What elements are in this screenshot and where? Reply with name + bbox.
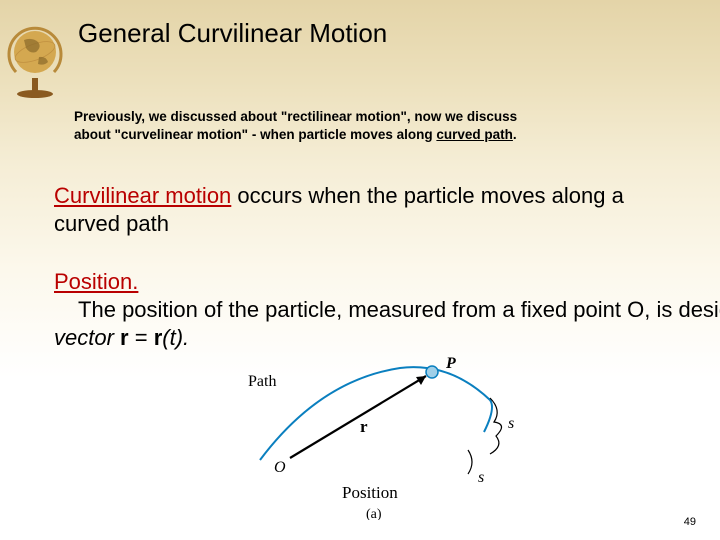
label-o: O	[274, 459, 286, 476]
label-s2: s	[478, 469, 484, 486]
position-paragraph: Position. The position of the particle, …	[54, 268, 664, 352]
page-title: General Curvilinear Motion	[78, 18, 387, 49]
intro-paragraph: Previously, we discussed about "rectilin…	[74, 108, 634, 144]
vector-r: r	[120, 325, 129, 350]
position-text: =	[129, 325, 154, 350]
intro-underline: curved path	[436, 127, 513, 142]
intro-text: - when particle moves along	[248, 127, 436, 142]
intro-text: about	[74, 127, 115, 142]
vector-r: r	[154, 325, 163, 350]
path-label: Path	[248, 373, 276, 390]
italic-term: (t).	[162, 325, 189, 350]
intro-text: , now we discuss	[407, 109, 517, 124]
intro-bold: "curvelinear motion"	[115, 127, 249, 142]
definition-paragraph: Curvilinear motion occurs when the parti…	[54, 182, 664, 237]
label-p: P	[445, 355, 456, 372]
intro-bold: "rectilinear motion"	[281, 109, 407, 124]
globe-icon	[4, 22, 66, 100]
diagram-caption: Position	[342, 483, 398, 502]
diagram-sub: (a)	[366, 507, 382, 520]
position-diagram: Path P r s s O Position (a)	[240, 350, 540, 520]
term-highlight: Position.	[54, 269, 138, 294]
label-r: r	[360, 417, 368, 436]
term-highlight: Curvilinear motion	[54, 183, 231, 208]
intro-text: .	[513, 127, 517, 142]
intro-text: Previously, we discussed about	[74, 109, 281, 124]
position-text: The position of the particle, measured f…	[54, 297, 720, 322]
label-s: s	[508, 415, 514, 432]
page-number: 49	[684, 516, 696, 528]
